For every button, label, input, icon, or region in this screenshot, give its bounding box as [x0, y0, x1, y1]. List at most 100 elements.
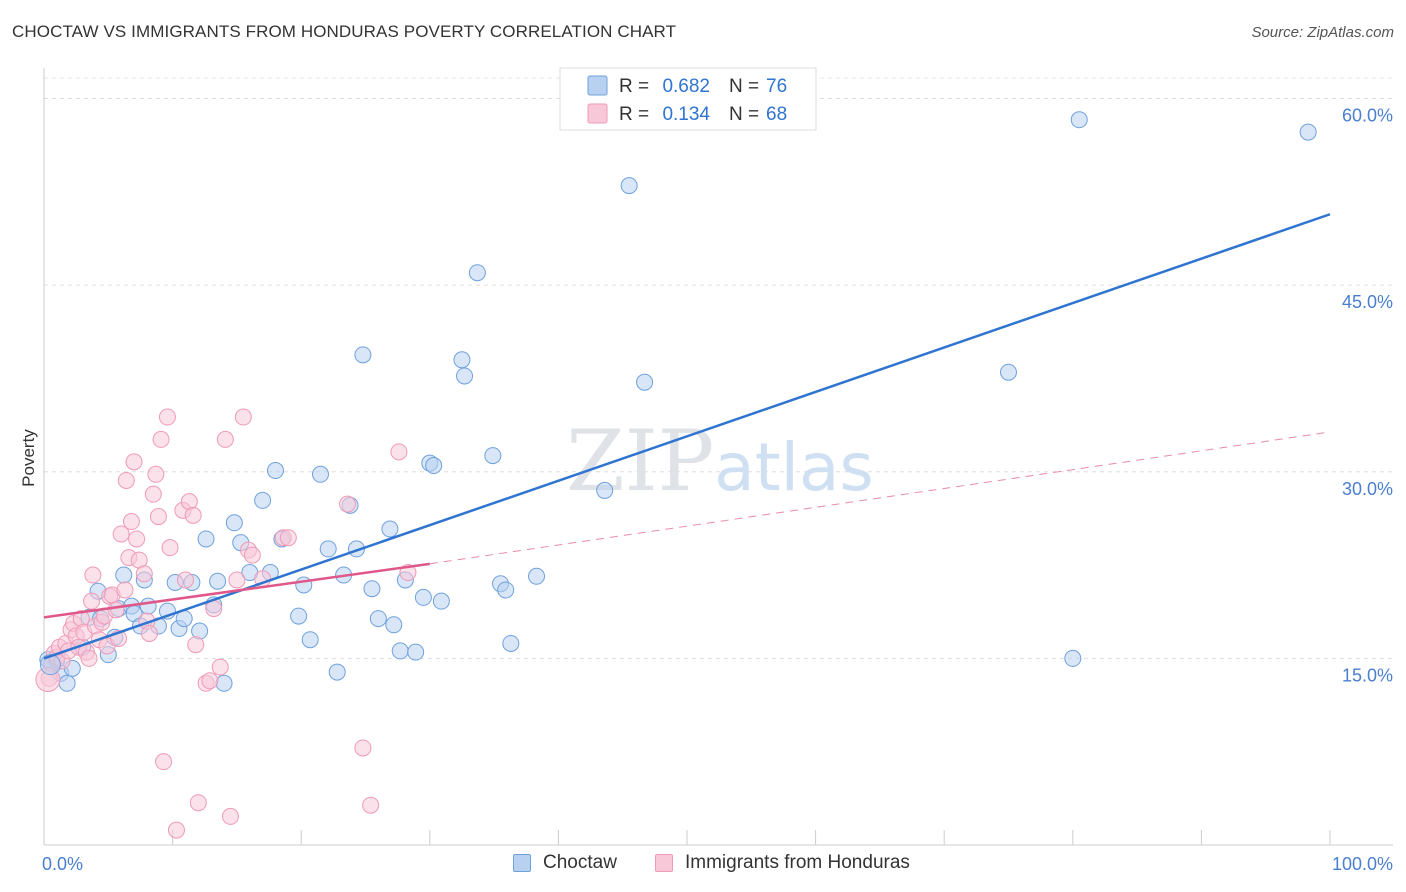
honduras-point: [117, 471, 135, 489]
choctaw-point: [620, 177, 638, 195]
y-tick-label: 15.0%: [1342, 665, 1393, 685]
choctaw-point: [209, 572, 227, 590]
choctaw-point: [39, 654, 61, 676]
honduras-point: [279, 529, 297, 547]
honduras-point: [362, 796, 380, 814]
choctaw-point: [266, 462, 284, 480]
choctaw-point: [301, 631, 319, 649]
choctaw-point: [1064, 649, 1082, 667]
honduras-point: [161, 539, 179, 557]
choctaw-point: [456, 367, 474, 385]
honduras-trend-extension: [429, 431, 1331, 565]
x-tick-label: 100.0%: [1332, 854, 1393, 874]
legend-item-choctaw[interactable]: Choctaw: [513, 852, 617, 874]
choctaw-point: [453, 351, 471, 369]
legend-r-value: 0.134: [662, 104, 710, 125]
honduras-point: [338, 495, 356, 513]
choctaw-point: [385, 616, 403, 634]
y-axis-label: Poverty: [19, 429, 38, 487]
honduras-point: [205, 600, 223, 618]
choctaw-point: [225, 514, 243, 532]
choctaw-point: [139, 597, 157, 615]
honduras-point: [216, 430, 234, 448]
choctaw-point: [115, 566, 133, 584]
points: [35, 111, 1317, 839]
legend-r-value: 0.682: [662, 76, 710, 97]
choctaw-point: [432, 592, 450, 610]
legend: R = 0.682 N = 76 R = 0.134 N = 68: [559, 67, 817, 131]
honduras-point: [152, 430, 170, 448]
honduras-swatch: [655, 854, 673, 872]
legend-r-label: R =: [619, 104, 649, 125]
honduras-point: [107, 601, 125, 619]
choctaw-point: [290, 607, 308, 625]
choctaw-point: [528, 567, 546, 585]
legend-swatch: [587, 75, 608, 96]
honduras-point: [189, 794, 207, 812]
choctaw-point: [414, 588, 432, 606]
legend-n-value: 76: [766, 76, 787, 97]
honduras-point: [122, 513, 140, 531]
legend-swatch: [587, 103, 608, 124]
honduras-point: [187, 636, 205, 654]
axes: 0.0% 100.0% 15.0% 30.0% 45.0% 60.0%: [42, 68, 1393, 874]
honduras-point: [125, 453, 143, 471]
choctaw-point: [319, 540, 337, 558]
choctaw-point: [484, 447, 502, 465]
choctaw-point: [369, 610, 387, 628]
honduras-point: [201, 672, 219, 690]
choctaw-point: [497, 581, 515, 599]
legend-item-honduras[interactable]: Immigrants from Honduras: [655, 852, 910, 874]
honduras-trend-line: [43, 562, 430, 619]
choctaw-point: [425, 457, 443, 475]
choctaw-point: [328, 663, 346, 681]
choctaw-point: [58, 674, 76, 692]
honduras-point: [140, 625, 158, 643]
honduras-point: [184, 506, 202, 524]
choctaw-point: [596, 481, 614, 499]
honduras-point: [144, 485, 162, 503]
honduras-point: [83, 592, 101, 610]
choctaw-point: [1299, 123, 1317, 141]
honduras-point: [147, 465, 165, 483]
honduras-point: [80, 649, 98, 667]
honduras-point: [390, 443, 408, 461]
legend-label-honduras: Immigrants from Honduras: [685, 852, 910, 873]
chart-title: CHOCTAW VS IMMIGRANTS FROM HONDURAS POVE…: [12, 22, 677, 41]
choctaw-point: [468, 264, 486, 282]
honduras-point: [221, 807, 239, 825]
choctaw-point: [215, 674, 233, 692]
legend-n-label: N =: [729, 76, 759, 97]
choctaw-point: [354, 346, 372, 364]
honduras-point: [112, 525, 130, 543]
watermark: ZIPatlas: [566, 412, 874, 510]
choctaw-point: [1000, 363, 1017, 381]
choctaw-point: [391, 642, 409, 660]
choctaw-point: [407, 643, 425, 661]
honduras-point: [84, 566, 102, 584]
honduras-point: [211, 658, 229, 676]
honduras-point: [158, 408, 176, 426]
watermark-text: ZIPatlas: [566, 412, 874, 510]
choctaw-point: [502, 634, 520, 652]
trend-lines: [43, 213, 1331, 660]
y-tick-label: 60.0%: [1342, 106, 1393, 126]
honduras-point: [155, 753, 173, 771]
y-tick-label: 45.0%: [1342, 292, 1393, 312]
choctaw-point: [254, 491, 272, 509]
honduras-point: [116, 581, 134, 599]
honduras-point: [243, 546, 261, 564]
choctaw-point: [311, 465, 329, 483]
honduras-point: [234, 408, 252, 426]
choctaw-point: [1070, 111, 1088, 129]
choctaw-point: [636, 373, 654, 391]
y-tick-label: 30.0%: [1342, 479, 1393, 499]
honduras-point: [167, 821, 185, 839]
honduras-point: [135, 565, 153, 583]
legend-n-value: 68: [766, 104, 787, 125]
choctaw-point: [197, 530, 215, 548]
choctaw-point: [363, 580, 381, 598]
honduras-point: [176, 571, 194, 589]
legend-r-label: R =: [619, 76, 649, 97]
